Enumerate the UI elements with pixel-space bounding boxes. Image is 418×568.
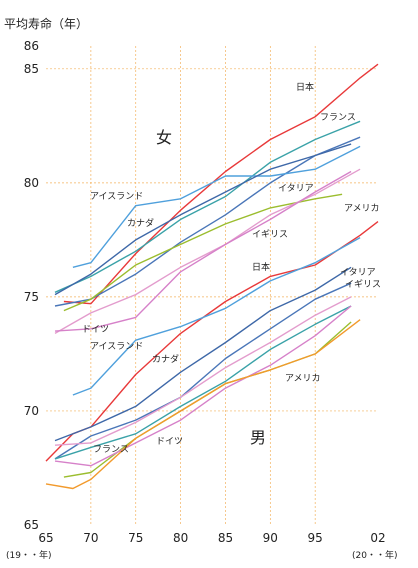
x-tick-label: 70 — [83, 531, 98, 545]
x-tick-label: 80 — [173, 531, 188, 545]
series-annotation: イギリス — [345, 279, 381, 290]
y-tick-label: 80 — [24, 176, 39, 190]
series-annotation: イタリア — [278, 183, 314, 194]
series-annotation: 日本 — [296, 81, 314, 93]
series-line — [45, 319, 361, 490]
series-line — [54, 305, 352, 467]
series-lines — [45, 63, 379, 490]
x-last-sub: (20・・年) — [352, 549, 397, 561]
series-line — [54, 120, 361, 293]
series-line — [54, 305, 352, 460]
series-line — [54, 168, 361, 335]
series-line — [54, 282, 352, 460]
series-annotation: アメリカ — [285, 373, 321, 384]
series-annotation: カナダ — [127, 217, 154, 229]
x-tick-label: 90 — [263, 531, 278, 545]
series-line — [54, 143, 352, 296]
series-annotation: アメリカ — [344, 203, 380, 214]
series-line — [63, 193, 343, 312]
grid — [46, 46, 378, 525]
x-tick-label: 95 — [308, 531, 323, 545]
series-line — [72, 236, 361, 396]
x-tick-label: 65 — [38, 531, 53, 545]
series-annotation: イタリア — [340, 267, 376, 278]
series-annotation: カナダ — [152, 353, 179, 365]
series-annotation: ドイツ — [82, 325, 109, 335]
annotations: 日本フランスイタリアアメリカイギリスアイスランドカナダドイツアイスランドカナダ日… — [82, 81, 381, 455]
x-tick-label: 02 — [370, 531, 385, 545]
male-label: 男 — [250, 428, 266, 447]
y-tick-label: 65 — [24, 518, 39, 532]
y-tick-label: 85 — [24, 62, 39, 76]
x-first-sub: (19・・年) — [6, 549, 51, 561]
x-tick-label: 85 — [218, 531, 233, 545]
series-annotation: イギリス — [252, 229, 288, 240]
series-annotation: フランス — [320, 112, 356, 123]
y-axis-label: 平均寿命（年） — [4, 16, 88, 31]
series-annotation: フランス — [93, 444, 129, 455]
y-tick-label: 75 — [24, 290, 39, 304]
series-annotation: アイスランド — [90, 341, 143, 352]
female-label: 女 — [156, 128, 172, 147]
series-line — [54, 266, 352, 442]
series-line — [54, 170, 352, 332]
y-tick-label: 86 — [24, 39, 39, 53]
series-line — [72, 145, 361, 268]
axis-ticks: 65 70 75 80 85 86 65 70 75 80 85 90 95 02 — [24, 39, 386, 545]
series-line — [54, 296, 352, 446]
series-line — [54, 136, 361, 307]
series-annotation: ドイツ — [156, 437, 183, 447]
y-tick-label: 70 — [24, 404, 39, 418]
series-line — [63, 63, 379, 305]
series-annotation: アイスランド — [90, 191, 143, 202]
x-tick-label: 75 — [128, 531, 143, 545]
series-annotation: 日本 — [252, 261, 270, 273]
